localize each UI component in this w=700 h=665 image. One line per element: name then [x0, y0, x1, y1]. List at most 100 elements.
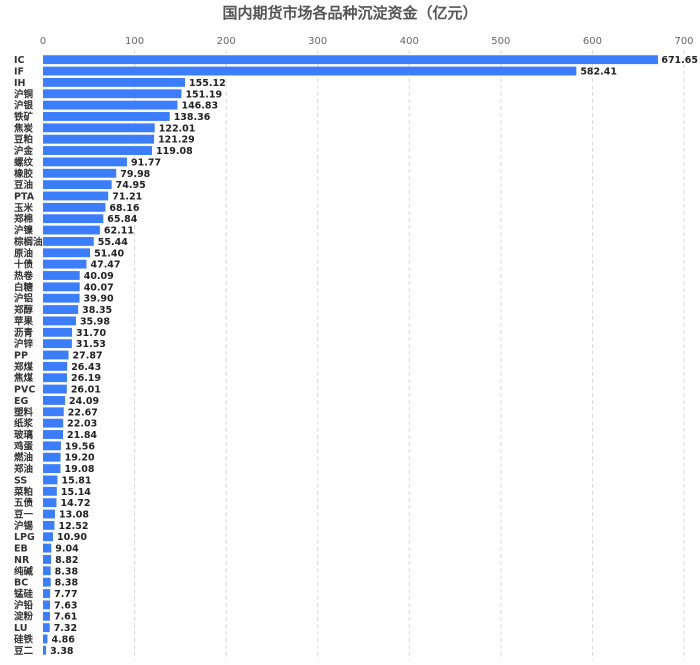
bar-沪锌 [43, 339, 72, 349]
category-label: IC [14, 55, 25, 66]
value-label: 40.09 [84, 271, 114, 282]
value-label: 55.44 [98, 237, 128, 248]
bar-沪铜 [43, 89, 182, 99]
value-label: 31.53 [76, 339, 106, 350]
bar-热卷 [43, 271, 80, 280]
value-label: 38.35 [82, 305, 112, 316]
value-label: 121.29 [158, 135, 195, 146]
bar-BC [43, 577, 51, 587]
bar-燃油 [43, 452, 61, 462]
bar-苹果 [43, 316, 76, 326]
bar-玻璃 [43, 430, 63, 439]
category-label: 铁矿 [14, 111, 34, 123]
value-label: 19.08 [64, 464, 94, 475]
bar-沪锡 [43, 520, 55, 530]
category-label: 菜粕 [13, 486, 33, 498]
value-label: 146.83 [181, 101, 218, 112]
bar-鸡蛋 [43, 441, 61, 451]
category-label: 燃油 [14, 452, 33, 464]
bar-锰硅 [43, 589, 51, 598]
value-label: 24.09 [69, 396, 99, 407]
value-label: 138.36 [174, 112, 211, 123]
bar-SS [43, 475, 58, 485]
value-label: 15.14 [61, 487, 91, 498]
category-label: PTA [14, 191, 35, 202]
category-labels: ICIFIH沪铜沪银铁矿焦炭豆粕沪金螺纹橡胶豆油PTA玉米郑棉沪镍棕榈油原油十债… [13, 55, 43, 657]
x-tick-label: 100 [125, 36, 144, 47]
category-label: 沪铅 [14, 599, 34, 611]
category-label: 焦煤 [13, 372, 34, 384]
bar-豆一 [43, 509, 55, 519]
value-label: 7.61 [54, 612, 77, 623]
value-label: 14.72 [60, 498, 90, 509]
grid-lines [134, 50, 685, 660]
category-label: 棕榈油 [13, 236, 43, 248]
value-label: 3.38 [50, 646, 74, 657]
bar-铁矿 [43, 112, 170, 121]
value-label: 12.52 [58, 521, 88, 532]
bar-NR [43, 555, 52, 564]
bar-棕榈油 [43, 236, 94, 246]
value-label: 8.38 [55, 566, 79, 577]
category-label: 纸浆 [14, 418, 34, 430]
category-label: 豆油 [14, 179, 33, 191]
bar-淀粉 [43, 611, 50, 621]
category-label: 沪锌 [14, 338, 34, 350]
value-label: 26.19 [71, 373, 101, 384]
value-label: 35.98 [80, 316, 110, 327]
category-label: 沪镍 [14, 225, 34, 237]
bar-PP [43, 350, 69, 360]
category-label: 淀粉 [14, 611, 34, 623]
bar-郑油 [43, 464, 61, 474]
value-label: 74.95 [116, 180, 146, 191]
category-label: 焦炭 [13, 122, 34, 134]
category-label: NR [14, 555, 30, 566]
value-label: 7.77 [54, 589, 77, 600]
category-label: 橡胶 [14, 168, 34, 180]
category-label: 玻璃 [14, 429, 34, 441]
category-label: 郑棉 [14, 213, 34, 225]
value-label: 122.01 [159, 123, 196, 134]
bar-PVC [43, 384, 67, 394]
value-label: 22.03 [67, 419, 97, 430]
category-label: 沪锡 [14, 520, 34, 532]
category-label: 五债 [14, 497, 34, 509]
value-label: 15.81 [61, 475, 91, 486]
value-label: 582.41 [580, 67, 617, 78]
bar-IH [43, 77, 186, 87]
bar-IF [43, 66, 577, 76]
bars [43, 55, 659, 655]
value-label: 10.90 [57, 532, 87, 543]
category-label: 塑料 [14, 406, 34, 418]
category-label: EG [14, 396, 28, 407]
category-label: 沥青 [14, 327, 34, 339]
value-label: 9.04 [55, 544, 79, 555]
category-label: EB [14, 544, 28, 555]
bar-沪银 [43, 100, 178, 110]
value-label: 19.56 [65, 441, 95, 452]
value-label: 119.08 [156, 146, 193, 157]
category-label: 螺纹 [14, 156, 34, 168]
bar-PTA [43, 191, 109, 201]
x-tick-label: 700 [674, 36, 693, 47]
value-label: 8.82 [55, 555, 78, 566]
value-label: 7.32 [54, 623, 77, 634]
category-label: 热卷 [14, 270, 34, 282]
bar-菜粕 [43, 486, 57, 496]
bar-LPG [43, 532, 53, 542]
x-tick-label: 600 [583, 36, 602, 47]
bar-白糖 [43, 282, 80, 292]
bar-郑醇 [43, 305, 79, 314]
category-label: 鸡蛋 [13, 440, 34, 452]
bar-硅铁 [43, 634, 48, 644]
value-label: 71.21 [112, 191, 142, 202]
category-label: 原油 [14, 247, 33, 259]
bar-焦煤 [43, 373, 67, 383]
category-label: LPG [14, 532, 35, 543]
value-label: 68.16 [109, 203, 139, 214]
category-label: PVC [14, 385, 35, 396]
bar-豆粕 [43, 134, 155, 144]
bar-沪铅 [43, 600, 50, 610]
value-label: 79.98 [120, 169, 150, 180]
